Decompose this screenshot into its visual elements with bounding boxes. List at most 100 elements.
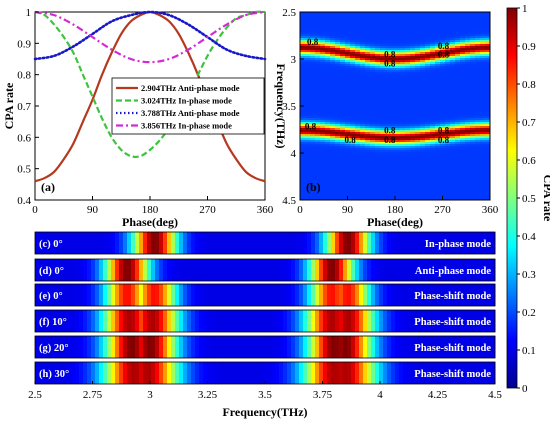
heatmap-cell [470,124,476,127]
heatmap-cell [480,118,486,121]
heatmap-cell [305,128,311,131]
strip-cell [143,336,148,358]
strip-cell [147,259,152,281]
heatmap-cell [420,32,426,35]
heatmap-cell [410,166,416,169]
heatmap-cell [450,58,456,61]
strip-cell [295,259,300,281]
heatmap-cell [465,26,471,29]
heatmap-cell [390,22,396,25]
strip-cell [195,259,200,281]
heatmap-cell [460,40,466,43]
heatmap-cell [470,186,476,189]
heatmap-cell [305,190,311,193]
heatmap-cell [435,36,441,39]
heatmap-cell [425,44,431,47]
heatmap-cell [420,52,426,55]
heatmap-cell [315,40,321,43]
heatmap-cell [455,78,461,81]
heatmap-cell [410,112,416,115]
heatmap-cell [425,122,431,125]
heatmap-cell [400,60,406,63]
heatmap-cell [415,88,421,91]
strip-cell [451,362,456,384]
heatmap-cell [455,66,461,69]
heatmap-cell [345,80,351,83]
strip-xtick-label: 3.75 [313,389,333,401]
heatmap-cell [405,170,411,173]
heatmap-cell [395,64,401,67]
heatmap-cell [470,102,476,105]
strip-cell [283,336,288,358]
heatmap-cell [405,134,411,137]
heatmap-cell [375,42,381,45]
heatmap-cell [455,130,461,133]
heatmap-cell [380,148,386,151]
heatmap-cell [345,162,351,165]
heatmap-cell [425,152,431,155]
heatmap-cell [375,66,381,69]
heatmap-cell [340,146,346,149]
strip-cell [111,284,116,306]
heatmap-cell [385,124,391,127]
heatmap-cell [315,186,321,189]
heatmap-cell [385,128,391,131]
heatmap-cell [340,58,346,61]
heatmap-cell [385,18,391,21]
heatmap-cell [460,70,466,73]
heatmap-cell [460,146,466,149]
heatmap-cell [385,158,391,161]
strip-cell [487,362,492,384]
heatmap-cell [370,90,376,93]
heatmap-cell [380,136,386,139]
heatmap-cell [405,124,411,127]
heatmap-cell [355,194,361,197]
heatmap-cell [330,36,336,39]
heatmap-cell [425,126,431,129]
strip-cell [199,232,204,254]
strip-cell [143,362,148,384]
heatmap-cell [385,82,391,85]
heatmap-cell [385,76,391,79]
heatmap-cell [425,16,431,19]
heatmap-cell [320,96,326,99]
strip-cell [483,232,488,254]
strip-cell [267,284,272,306]
heatmap-cell [485,130,491,133]
heatmap-cell [320,126,326,129]
heatmap-cell [485,182,491,185]
heatmap-cell [415,60,421,63]
heatmap-cell [485,114,491,117]
heatmap-cell [315,184,321,187]
strip-cell [427,284,432,306]
heatmap-cell [325,136,331,139]
strip-cell [187,284,192,306]
strip-cell [95,310,100,332]
heatmap-cell [315,198,321,201]
heatmap-cell [320,46,326,49]
heatmap-cell [440,82,446,85]
heatmap-cell [340,94,346,97]
heatmap-cell [440,112,446,115]
heatmap-cell [355,74,361,77]
heatmap-cell [455,20,461,23]
heatmap-cell [440,38,446,41]
strip-cell [335,362,340,384]
strip-cell [247,284,252,306]
heatmap-cell [410,90,416,93]
heatmap-cell [335,40,341,43]
strip-cell [135,284,140,306]
heatmap-cell [425,160,431,163]
heatmap-cell [320,116,326,119]
strip-cell [107,362,112,384]
heatmap-cell [435,50,441,53]
strip-cell [239,284,244,306]
heatmap-cell [320,74,326,77]
heatmap-cell [465,16,471,19]
heatmap-cell [370,34,376,37]
heatmap-cell [335,122,341,125]
heatmap-cell [440,32,446,35]
heatmap-cell [410,168,416,171]
heatmap-cell [360,156,366,159]
heatmap-cell [345,62,351,65]
